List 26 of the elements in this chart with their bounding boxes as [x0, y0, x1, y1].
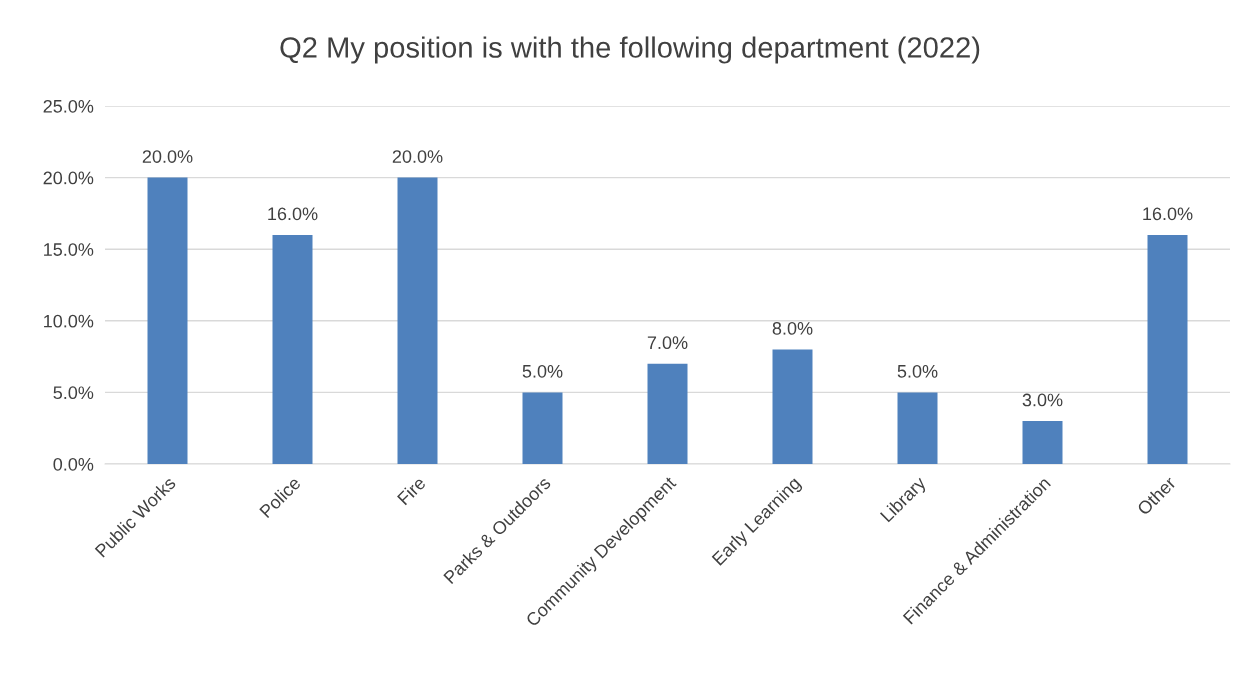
y-tick-label: 15.0%: [44, 243, 94, 256]
bar: [772, 349, 813, 464]
chart-title: Q2 My position is with the following department (2022): [280, 36, 980, 64]
y-tick-label: 0.0%: [53, 457, 94, 471]
y-tick-label: 10.0%: [44, 314, 94, 328]
bar: [147, 177, 188, 464]
bar: [1147, 234, 1188, 464]
data-label: 7.0%: [647, 336, 688, 350]
bar: [522, 392, 563, 464]
data-label: 20.0%: [392, 150, 443, 163]
bar: [397, 177, 438, 464]
x-tick-label: Fire: [396, 475, 427, 506]
y-tick-label: 5.0%: [53, 386, 94, 400]
data-label: 20.0%: [142, 150, 193, 163]
data-label: 5.0%: [522, 364, 563, 378]
data-label: 16.0%: [1143, 207, 1193, 221]
y-tick-label: 25.0%: [43, 99, 94, 113]
data-label: 5.0%: [897, 364, 938, 378]
bar: [272, 234, 313, 464]
data-label: 3.0%: [1022, 393, 1063, 407]
bar: [1022, 421, 1063, 464]
bar: [897, 392, 938, 464]
y-tick-label: 20.0%: [43, 171, 94, 185]
bar: [647, 363, 688, 464]
data-label: 8.0%: [772, 321, 813, 335]
data-label: 16.0%: [268, 207, 318, 221]
